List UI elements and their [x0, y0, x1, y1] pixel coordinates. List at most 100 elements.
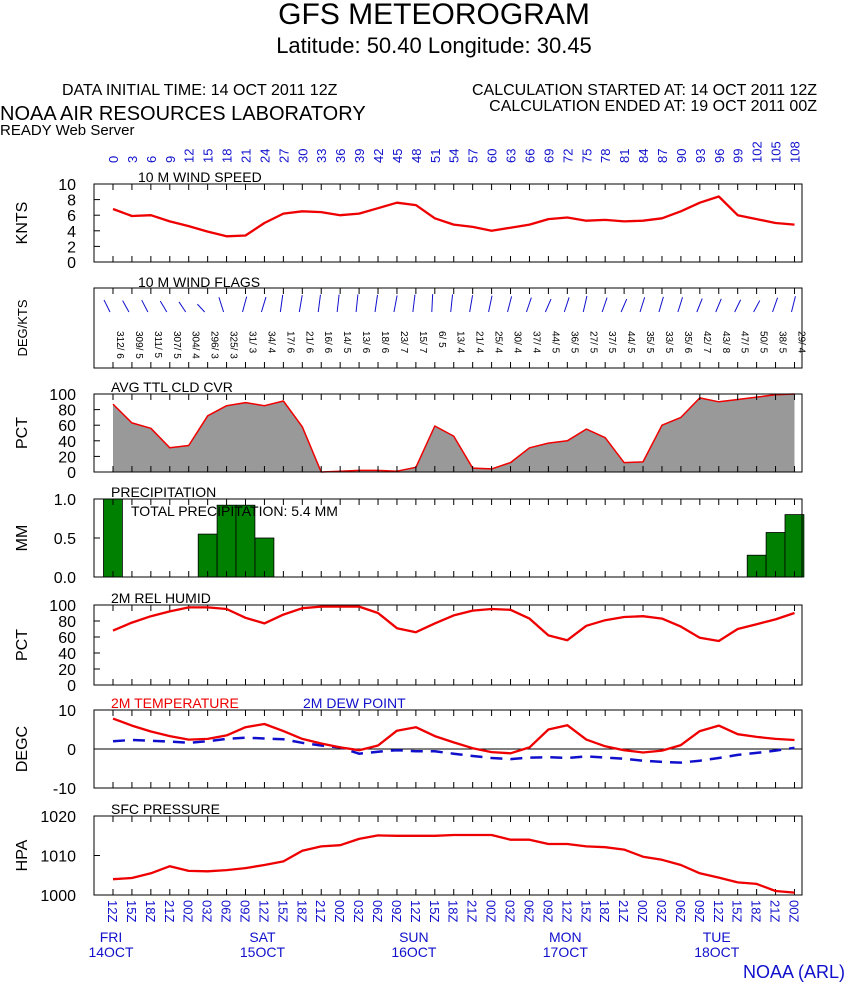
- precip-bar: [765, 532, 786, 578]
- wind-barb-icon: [178, 301, 187, 313]
- utc-time-label: 18Z: [294, 900, 309, 922]
- wind-flag-label: 13/ 4: [455, 331, 466, 354]
- wind-barb-icon: [715, 298, 722, 313]
- forecast-hour-label: 33: [314, 149, 329, 163]
- wind-barb-icon: [734, 299, 742, 313]
- day-name-label: TUE: [703, 929, 731, 945]
- precip-y-tick-label: 0.5: [54, 531, 76, 548]
- wind-barb-icon: [658, 296, 664, 313]
- temperature-y-tick-label: 0: [67, 742, 76, 759]
- utc-time-label: 09Z: [389, 900, 404, 922]
- forecast-hour-label: 75: [579, 149, 594, 163]
- wind-flag-label: 36/ 5: [568, 331, 579, 354]
- forecast-hour-label: 84: [636, 149, 651, 163]
- temperature-y-tick-label: 10: [58, 703, 76, 720]
- utc-time-label: 21Z: [768, 900, 783, 922]
- wind-flag-label: 21/ 4: [474, 331, 485, 354]
- wind-flags-frame: [93, 287, 803, 369]
- wind-speed-y-tick-label: 8: [67, 193, 76, 210]
- wind-barb-icon: [412, 294, 416, 313]
- wind-barb-icon: [753, 300, 761, 313]
- wind-flag-label: 325/ 3: [228, 331, 239, 359]
- precip-bar: [784, 514, 805, 578]
- precip-bar: [103, 498, 123, 578]
- forecast-hour-label: 12: [182, 149, 197, 163]
- forecast-hour-label: 72: [560, 149, 575, 163]
- calculation-ended: CALCULATION ENDED AT: 19 OCT 2011 00Z: [489, 98, 817, 115]
- forecast-hour-label: 99: [731, 149, 746, 163]
- day-date-label: 18OCT: [694, 944, 740, 960]
- data-initial-time: DATA INITIAL TIME: 14 OCT 2011 12Z: [62, 82, 338, 99]
- utc-time-label: 09Z: [238, 900, 253, 922]
- forecast-hour-label: 39: [352, 149, 367, 163]
- forecast-hour-label: 69: [541, 149, 556, 163]
- precip-total: TOTAL PRECIPITATION: 5.4 MM: [131, 503, 338, 519]
- lab-name: NOAA AIR RESOURCES LABORATORY: [0, 103, 366, 125]
- humidity-title: 2M REL HUMID: [111, 590, 211, 606]
- humidity-frame: [93, 604, 803, 686]
- wind-barb-icon: [488, 295, 493, 313]
- cloud-cover-y-tick-label: 0: [67, 465, 76, 482]
- wind-barb-icon: [374, 294, 379, 313]
- dew-point-title: 2M DEW POINT: [303, 695, 406, 711]
- wind-flag-label: 6/ 5: [436, 331, 447, 348]
- forecast-hour-label: 3: [125, 156, 140, 163]
- wind-flag-label: 44/ 5: [625, 331, 636, 354]
- wind-barb-icon: [544, 298, 552, 313]
- utc-time-label: 15Z: [124, 900, 139, 922]
- cloud-cover-title: AVG TTL CLD CVR: [111, 379, 233, 395]
- forecast-hour-label: 15: [201, 149, 216, 163]
- wind-speed-y-tick-label: 2: [67, 239, 76, 256]
- pressure-y-tick-label: 1020: [40, 809, 76, 826]
- utc-time-label: 00Z: [786, 900, 801, 922]
- precip-y-tick-label: 1.0: [54, 492, 76, 509]
- wind-flag-label: 13/ 6: [360, 331, 371, 354]
- utc-time-label: 21Z: [616, 900, 631, 922]
- wind-flag-label: 47/ 5: [739, 331, 750, 354]
- forecast-hour-label: 87: [655, 149, 670, 163]
- forecast-hour-label: 24: [257, 149, 272, 163]
- wind-barb-icon: [469, 295, 474, 313]
- wind-speed-y-tick-label: 6: [67, 208, 76, 225]
- wind-speed-y-tick-label: 10: [58, 177, 76, 194]
- wind-barb-icon: [639, 297, 646, 313]
- wind-barb-icon: [696, 298, 703, 313]
- wind-flag-label: 296/ 3: [209, 331, 220, 359]
- utc-time-label: 21Z: [465, 900, 480, 922]
- humidity-y-tick-label: 20: [58, 662, 76, 679]
- utc-time-label: 09Z: [540, 900, 555, 922]
- forecast-hour-label: 30: [295, 149, 310, 163]
- precip-bar: [197, 533, 218, 578]
- precip-ylabel: MM: [14, 525, 31, 552]
- page-title: GFS METEOROGRAM: [278, 0, 590, 31]
- wind-barb-icon: [507, 296, 513, 313]
- forecast-hour-label: 54: [447, 149, 462, 163]
- wind-barb-icon: [601, 297, 608, 313]
- forecast-hour-label: 105: [769, 141, 784, 163]
- utc-time-label: 12Z: [711, 900, 726, 922]
- utc-time-label: 12Z: [105, 900, 120, 922]
- utc-time-label: 21Z: [313, 900, 328, 922]
- cloud-cover-y-tick-label: 60: [58, 418, 76, 435]
- utc-time-label: 03Z: [503, 900, 518, 922]
- day-name-label: SAT: [249, 929, 276, 945]
- wind-flag-label: 17/ 6: [284, 331, 295, 354]
- temperature-title: 2M TEMPERATURE: [111, 695, 239, 711]
- wind-flag-label: 31/ 3: [247, 331, 258, 354]
- humidity-y-tick-label: 80: [58, 614, 76, 631]
- wind-flag-label: 34/ 4: [265, 331, 276, 354]
- wind-flag-label: 14/ 5: [341, 331, 352, 354]
- temperature-line: [112, 717, 795, 755]
- wind-barb-icon: [790, 296, 796, 313]
- wind-flag-label: 304/ 4: [190, 331, 201, 359]
- utc-time-label: 00Z: [635, 900, 650, 922]
- wind-flag-label: 309/ 5: [133, 331, 144, 359]
- utc-time-label: 15Z: [578, 900, 593, 922]
- cloud-cover-ylabel: PCT: [14, 417, 31, 449]
- wind-barb-icon: [260, 296, 267, 313]
- forecast-hour-label: 21: [239, 149, 254, 163]
- day-date-label: 17OCT: [543, 944, 589, 960]
- wind-flag-label: 37/ 4: [530, 331, 541, 354]
- forecast-hour-label: 66: [522, 149, 537, 163]
